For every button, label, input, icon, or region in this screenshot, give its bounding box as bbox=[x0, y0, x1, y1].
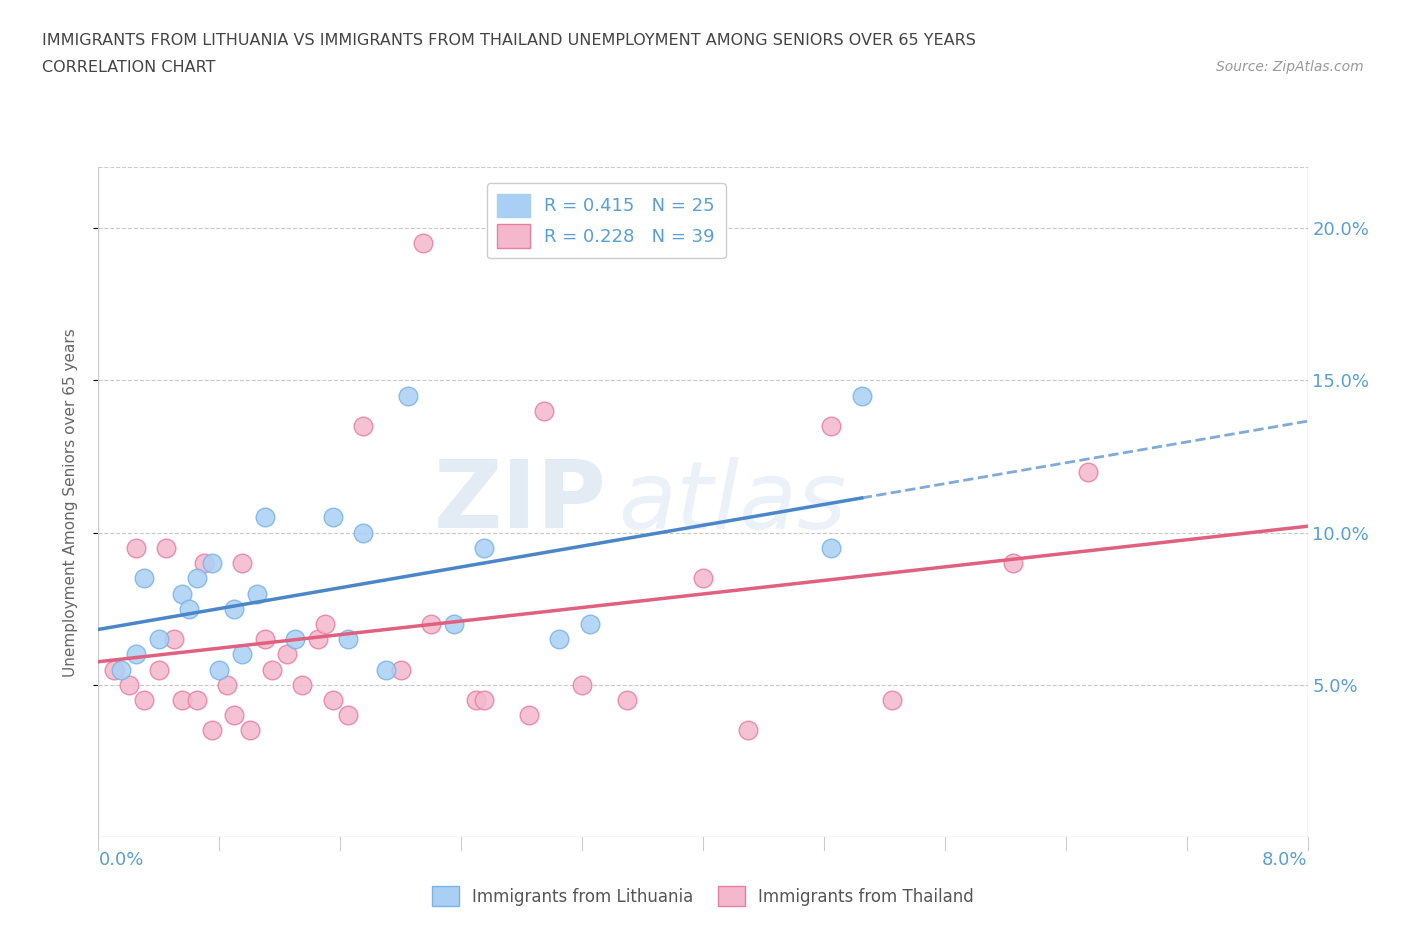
Point bbox=[201, 555, 224, 570]
Point bbox=[443, 617, 465, 631]
Point bbox=[262, 662, 284, 677]
Text: 0.0%: 0.0% bbox=[98, 851, 143, 870]
Point bbox=[820, 418, 842, 433]
Text: Source: ZipAtlas.com: Source: ZipAtlas.com bbox=[1216, 60, 1364, 74]
Point bbox=[132, 693, 155, 708]
Point bbox=[517, 708, 540, 723]
Point bbox=[352, 418, 374, 433]
Point bbox=[396, 388, 419, 403]
Point bbox=[284, 631, 307, 646]
Point bbox=[224, 602, 246, 617]
Point bbox=[118, 677, 141, 692]
Point bbox=[148, 631, 170, 646]
Point bbox=[692, 571, 714, 586]
Point bbox=[208, 662, 231, 677]
Point bbox=[125, 647, 148, 662]
Point bbox=[578, 617, 600, 631]
Point bbox=[472, 540, 495, 555]
Point bbox=[322, 693, 344, 708]
Text: atlas: atlas bbox=[619, 457, 846, 548]
Point bbox=[472, 693, 495, 708]
Point bbox=[253, 510, 276, 525]
Point bbox=[1077, 464, 1099, 479]
Point bbox=[193, 555, 215, 570]
Point bbox=[125, 540, 148, 555]
Point bbox=[201, 723, 224, 737]
Text: IMMIGRANTS FROM LITHUANIA VS IMMIGRANTS FROM THAILAND UNEMPLOYMENT AMONG SENIORS: IMMIGRANTS FROM LITHUANIA VS IMMIGRANTS … bbox=[42, 33, 976, 47]
Point bbox=[170, 586, 193, 601]
Point bbox=[412, 236, 434, 251]
Point bbox=[465, 693, 488, 708]
Point bbox=[820, 540, 842, 555]
Point bbox=[163, 631, 186, 646]
Point bbox=[103, 662, 125, 677]
Text: 8.0%: 8.0% bbox=[1263, 851, 1308, 870]
Legend: R = 0.415   N = 25, R = 0.228   N = 39: R = 0.415 N = 25, R = 0.228 N = 39 bbox=[486, 183, 725, 259]
Text: CORRELATION CHART: CORRELATION CHART bbox=[42, 60, 215, 75]
Point bbox=[548, 631, 571, 646]
Point bbox=[336, 631, 359, 646]
Point bbox=[420, 617, 443, 631]
Point bbox=[239, 723, 262, 737]
Point bbox=[110, 662, 132, 677]
Point bbox=[148, 662, 170, 677]
Point bbox=[389, 662, 412, 677]
Point bbox=[215, 677, 238, 692]
Point bbox=[155, 540, 177, 555]
Point bbox=[336, 708, 359, 723]
Point bbox=[307, 631, 329, 646]
Point bbox=[291, 677, 314, 692]
Point bbox=[231, 555, 253, 570]
Point bbox=[851, 388, 873, 403]
Point bbox=[224, 708, 246, 723]
Point bbox=[737, 723, 759, 737]
Point bbox=[1001, 555, 1024, 570]
Point bbox=[253, 631, 276, 646]
Point bbox=[132, 571, 155, 586]
Point bbox=[179, 602, 201, 617]
Point bbox=[571, 677, 593, 692]
Point bbox=[880, 693, 903, 708]
Point bbox=[170, 693, 193, 708]
Point bbox=[231, 647, 253, 662]
Y-axis label: Unemployment Among Seniors over 65 years: Unemployment Among Seniors over 65 years bbox=[63, 328, 77, 677]
Point bbox=[276, 647, 298, 662]
Point bbox=[186, 693, 208, 708]
Text: ZIP: ZIP bbox=[433, 457, 606, 548]
Point bbox=[533, 404, 555, 418]
Point bbox=[246, 586, 269, 601]
Point bbox=[314, 617, 336, 631]
Point bbox=[186, 571, 208, 586]
Point bbox=[322, 510, 344, 525]
Legend: Immigrants from Lithuania, Immigrants from Thailand: Immigrants from Lithuania, Immigrants fr… bbox=[426, 880, 980, 912]
Point bbox=[352, 525, 374, 540]
Point bbox=[374, 662, 396, 677]
Point bbox=[616, 693, 638, 708]
